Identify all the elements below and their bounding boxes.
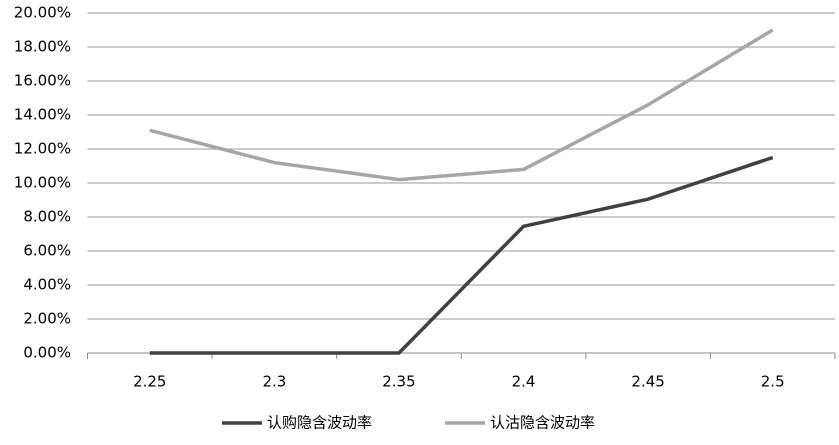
legend-label: 认购隐含波动率 xyxy=(267,414,372,432)
y-tick-label: 0.00% xyxy=(23,344,71,362)
x-tick-label: 2.4 xyxy=(512,373,536,391)
series-line xyxy=(149,155,774,355)
y-tick-label: 6.00% xyxy=(23,242,71,260)
y-tick-label: 4.00% xyxy=(23,276,71,294)
series-line xyxy=(149,28,774,182)
y-tick-label: 18.00% xyxy=(14,38,71,56)
y-tick-label: 10.00% xyxy=(14,174,71,192)
y-tick-label: 8.00% xyxy=(23,208,71,226)
y-tick-label: 16.00% xyxy=(14,72,71,90)
x-tick-label: 2.3 xyxy=(262,373,286,391)
y-tick-label: 20.00% xyxy=(14,4,71,22)
x-tick-label: 2.5 xyxy=(761,373,785,391)
legend-label: 认沽隐含波动率 xyxy=(490,414,595,432)
y-tick-label: 14.00% xyxy=(14,106,71,124)
x-tick-label: 2.45 xyxy=(631,373,664,391)
y-tick-label: 2.00% xyxy=(23,310,71,328)
y-tick-label: 12.00% xyxy=(14,140,71,158)
x-tick-label: 2.35 xyxy=(382,373,415,391)
x-tick-label: 2.25 xyxy=(133,373,166,391)
